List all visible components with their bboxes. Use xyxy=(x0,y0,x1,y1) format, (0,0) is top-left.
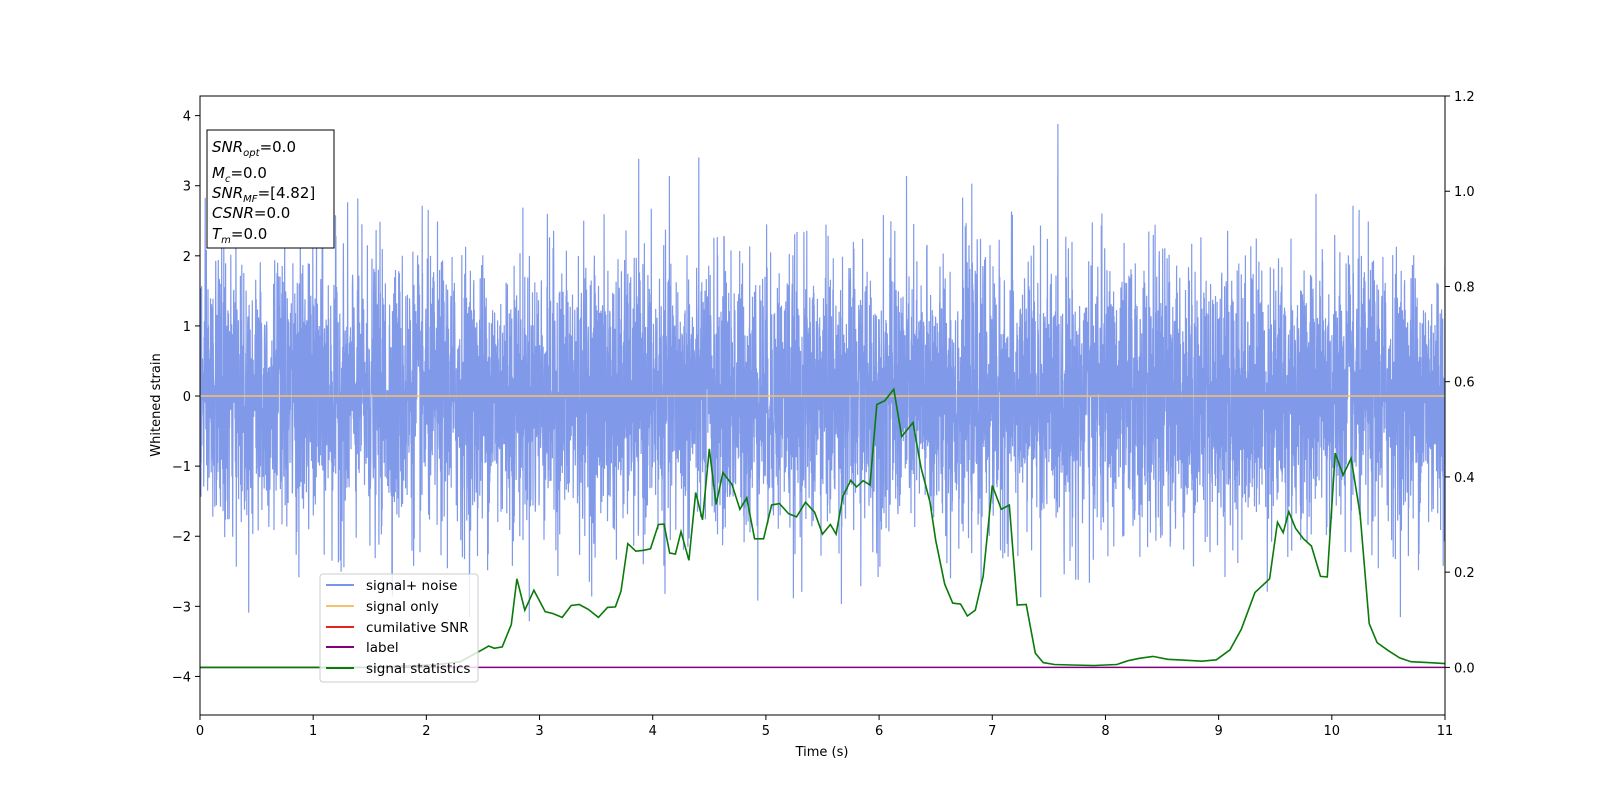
x-tick-label: 10 xyxy=(1324,724,1341,739)
x-tick-label: 3 xyxy=(535,724,543,739)
plot-frame xyxy=(199,95,1446,716)
legend: signal+ noise signal only cumilative SNR… xyxy=(319,573,479,683)
y-right-tick-label: 1.2 xyxy=(1454,90,1475,105)
y-left-tick-label: −1 xyxy=(172,460,191,475)
info-snr-mf: SNRMF=[4.82] xyxy=(212,184,315,205)
y-right-tick-label: 0.8 xyxy=(1454,280,1475,295)
y-right-tick-label: 1.0 xyxy=(1454,185,1475,200)
info-box: SNRopt=0.0 Mc=0.0 SNRMF=[4.82] CSNR=0.0 … xyxy=(206,129,335,249)
x-tick-label: 11 xyxy=(1437,724,1454,739)
y-left-tick-label: 0 xyxy=(183,390,191,405)
x-tick-label: 2 xyxy=(422,724,430,739)
signal-statistics-line xyxy=(200,387,1445,669)
y-right-tick-label: 0.2 xyxy=(1454,566,1475,581)
legend-label-signal-statistics: signal statistics xyxy=(366,661,470,677)
info-tm: Tm=0.0 xyxy=(212,225,267,246)
x-axis-ticks: 0 1 2 3 4 5 6 7 8 9 10 11 xyxy=(196,715,1453,739)
y-left-tick-label: −2 xyxy=(172,530,191,545)
y-left-tick-label: 4 xyxy=(183,110,191,125)
info-csnr: CSNR=0.0 xyxy=(212,204,290,222)
info-snr-opt: SNRopt=0.0 xyxy=(212,138,296,159)
legend-label-label: label xyxy=(366,640,399,656)
x-tick-label: 1 xyxy=(309,724,317,739)
x-tick-label: 9 xyxy=(1214,724,1222,739)
legend-frame xyxy=(319,573,479,683)
x-tick-label: 8 xyxy=(1101,724,1109,739)
y-right-tick-label: 0.4 xyxy=(1454,471,1475,486)
legend-label-signal-only: signal only xyxy=(366,599,439,615)
info-mc: Mc=0.0 xyxy=(212,164,267,185)
y-axis-left-ticks: −4 −3 −2 −1 0 1 2 3 4 xyxy=(172,110,200,685)
y-right-tick-label: 0.0 xyxy=(1454,661,1475,676)
y-left-tick-label: −4 xyxy=(172,670,191,685)
x-tick-label: 7 xyxy=(988,724,996,739)
y-left-tick-label: 2 xyxy=(183,250,191,265)
x-axis-label: Time (s) xyxy=(795,745,849,760)
noise-series xyxy=(200,123,1445,622)
info-box-frame xyxy=(206,129,335,249)
x-tick-label: 0 xyxy=(196,724,204,739)
y-left-tick-label: 3 xyxy=(183,180,191,195)
y-right-tick-label: 0.6 xyxy=(1454,376,1475,391)
legend-label-signal-noise: signal+ noise xyxy=(366,578,457,594)
y-left-tick-label: −3 xyxy=(172,600,191,615)
legend-label-cumulative-snr: cumilative SNR xyxy=(366,620,469,636)
y-left-tick-label: 1 xyxy=(183,320,191,335)
x-tick-label: 6 xyxy=(875,724,883,739)
x-tick-label: 4 xyxy=(649,724,657,739)
signal-noise-line xyxy=(200,123,1445,622)
y-axis-right-ticks: 0.0 0.2 0.4 0.6 0.8 1.0 1.2 xyxy=(1445,90,1475,676)
x-tick-label: 5 xyxy=(762,724,770,739)
y-axis-label: Whitened strain xyxy=(149,353,164,456)
